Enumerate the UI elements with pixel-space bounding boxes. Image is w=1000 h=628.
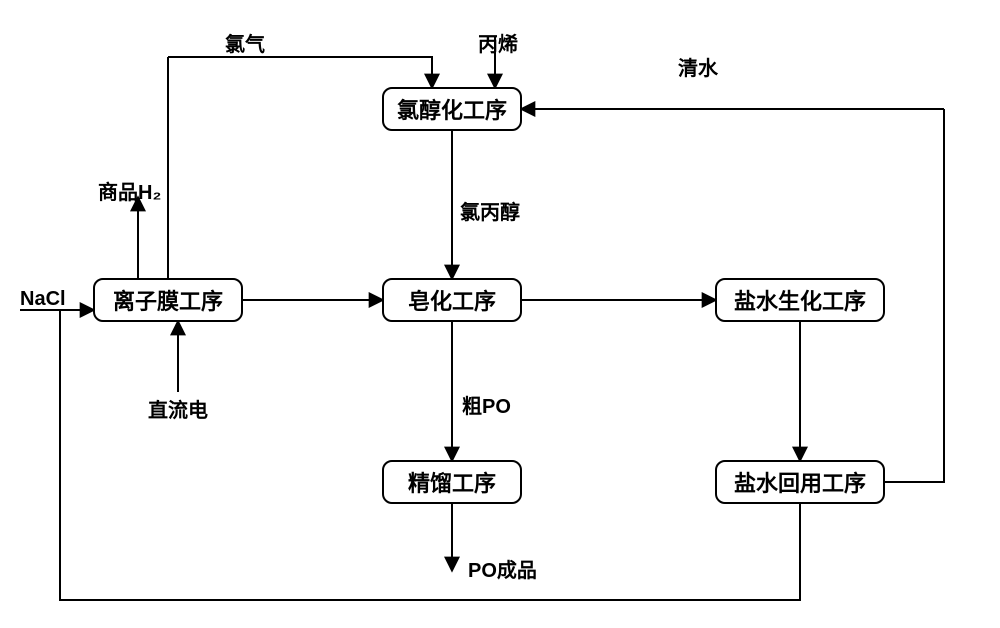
lbl-cph: 氯丙醇 xyxy=(460,196,520,225)
free-label-text: 丙烯 xyxy=(478,34,518,56)
node-label: 氯醇化工序 xyxy=(397,93,507,125)
diagram-canvas: 氯醇化工序离子膜工序 皂化工序 盐水生化工序精馏工序 盐水回用工序 氯气 丙烯清水商品H… xyxy=(0,0,1000,628)
lbl-h2: 商品H₂ xyxy=(98,176,161,205)
edge-e-reuse-to-water xyxy=(885,109,944,482)
lbl-propylene: 丙烯 xyxy=(478,28,518,57)
node-label: 盐水回用工序 xyxy=(734,466,866,498)
edge-e-cl2-line xyxy=(168,57,432,87)
lbl-po: PO成品 xyxy=(468,554,537,583)
lbl-cl2: 氯气 xyxy=(225,28,265,57)
free-label-text: 粗PO xyxy=(462,396,511,418)
lbl-water: 清水 xyxy=(678,52,718,81)
node-brinereuse: 盐水回用工序 xyxy=(715,460,885,504)
free-label-text: PO成品 xyxy=(468,560,537,582)
free-label-text: 氯丙醇 xyxy=(460,202,520,224)
node-ionmembrane: 离子膜工序 xyxy=(93,278,243,322)
lbl-crudepo: 粗PO xyxy=(462,390,511,419)
free-label-text: NaCl xyxy=(20,288,66,310)
node-label: 盐水生化工序 xyxy=(734,284,866,316)
lbl-dc: 直流电 xyxy=(148,394,208,423)
free-label-text: 氯气 xyxy=(225,34,265,56)
free-label-text: 商品H₂ xyxy=(98,182,161,204)
node-brinebio: 盐水生化工序 xyxy=(715,278,885,322)
node-chlorohydrin: 氯醇化工序 xyxy=(382,87,522,131)
lbl-nacl: NaCl xyxy=(20,288,66,311)
edge-e-reuse-to-ion xyxy=(60,310,800,600)
free-label-text: 清水 xyxy=(678,58,718,80)
node-distill: 精馏工序 xyxy=(382,460,522,504)
node-label: 精馏工序 xyxy=(408,466,496,498)
node-label: 皂化工序 xyxy=(408,284,496,316)
node-label: 离子膜工序 xyxy=(113,284,223,316)
node-saponify: 皂化工序 xyxy=(382,278,522,322)
free-label-text: 直流电 xyxy=(148,400,208,422)
